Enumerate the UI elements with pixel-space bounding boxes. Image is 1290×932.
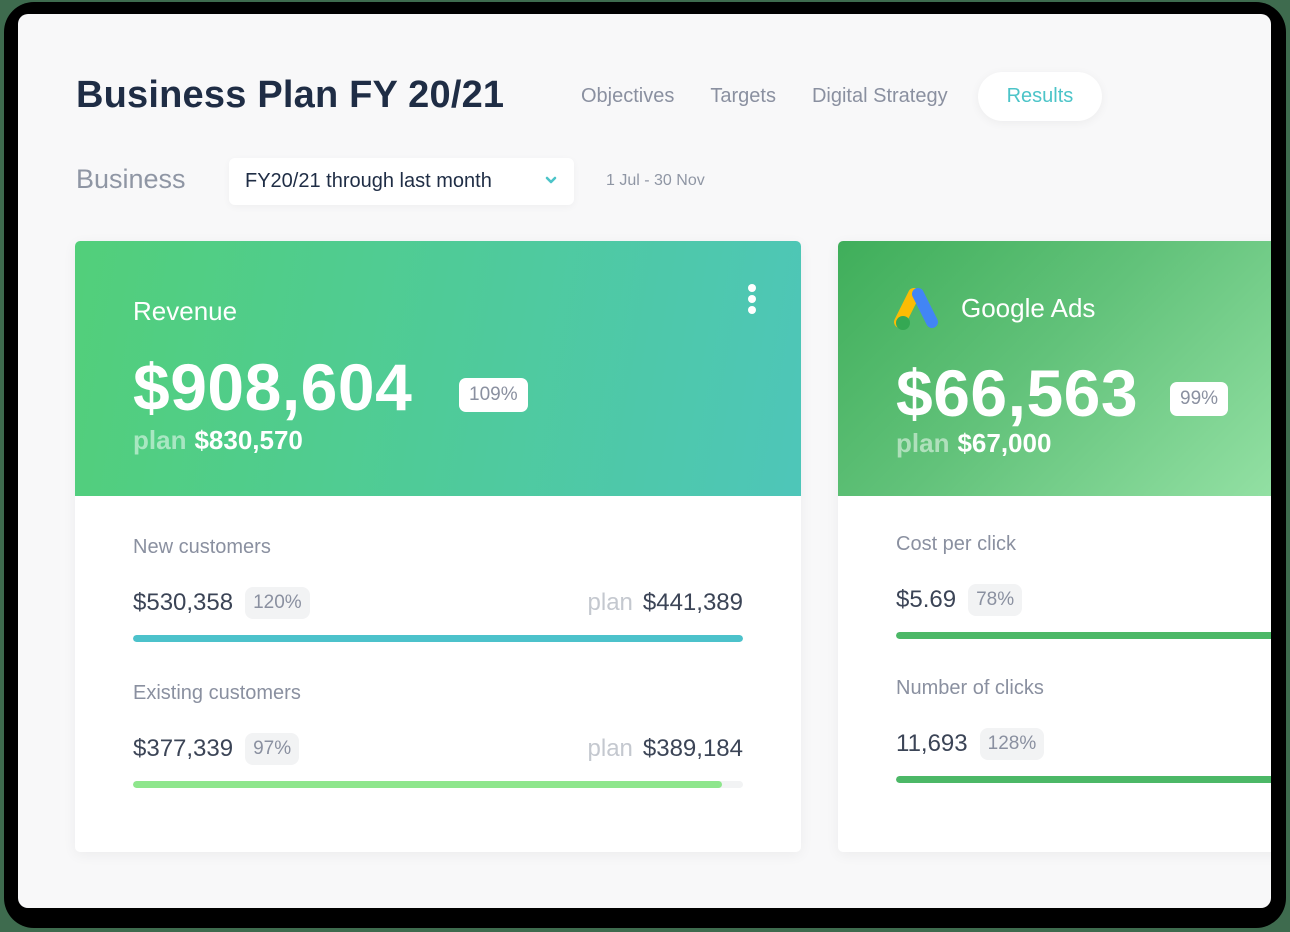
period-dropdown-value: FY20/21 through last month — [245, 170, 492, 192]
plan-value: $441,389 — [642, 589, 743, 616]
metric-plan: plan $389,184 — [588, 735, 743, 763]
metric-cost-per-click: Cost per click $5.69 78% — [896, 533, 1271, 639]
page-title: Business Plan FY 20/21 — [76, 74, 505, 116]
card-title: Google Ads — [961, 293, 1096, 323]
revenue-card-header: Revenue $908,604 109% plan $830,570 — [75, 241, 801, 496]
progress-bar — [896, 776, 1271, 783]
metric-pct-badge: 97% — [245, 733, 300, 765]
plan-label: plan — [587, 589, 633, 616]
metric-value: $5.69 — [896, 586, 957, 613]
tab-objectives[interactable]: Objectives — [581, 85, 675, 107]
tab-digital-strategy[interactable]: Digital Strategy — [811, 85, 948, 107]
metric-row: $5.69 78% — [896, 582, 1271, 618]
google-ads-pct-badge: 99% — [1170, 382, 1229, 416]
google-ads-logo-icon — [894, 288, 938, 330]
progress-fill — [133, 635, 743, 642]
period-dropdown[interactable]: FY20/21 through last month — [229, 158, 574, 205]
metric-row: 11,693 128% — [896, 726, 1271, 762]
plan-value: $389,184 — [642, 735, 743, 762]
progress-fill — [896, 776, 1271, 783]
progress-fill — [896, 632, 1271, 639]
revenue-card: Revenue $908,604 109% plan $830,570 New c… — [75, 241, 801, 852]
more-vertical-icon[interactable] — [746, 284, 758, 318]
metric-row: $377,339 97% plan $389,184 — [133, 731, 743, 767]
progress-fill — [133, 781, 722, 788]
metric-existing-customers: Existing customers $377,339 97% plan $389… — [133, 682, 743, 788]
google-ads-value: $66,563 — [896, 356, 1139, 430]
revenue-value: $908,604 — [133, 350, 413, 424]
top-nav: Objectives Targets Digital Strategy Resu… — [563, 72, 1103, 121]
date-range: 1 Jul - 30 Nov — [606, 172, 705, 189]
tab-targets[interactable]: Targets — [710, 85, 776, 107]
plan-label: plan — [896, 428, 950, 458]
metric-row: $530,358 120% plan $441,389 — [133, 585, 743, 621]
app-screen: Business Plan FY 20/21 Objectives Target… — [18, 14, 1271, 908]
chevron-down-icon — [545, 176, 557, 184]
metric-label: Number of clicks — [896, 677, 1044, 699]
metric-label: Existing customers — [133, 682, 301, 704]
metric-plan: plan $441,389 — [588, 589, 743, 617]
plan-label: plan — [587, 735, 633, 762]
metric-label: Cost per click — [896, 533, 1017, 555]
metric-value: $377,339 — [133, 735, 234, 762]
tab-results[interactable]: Results — [977, 72, 1103, 121]
progress-bar — [896, 632, 1271, 639]
metric-value: $530,358 — [133, 589, 234, 616]
revenue-pct-badge: 109% — [459, 378, 528, 412]
section-label: Business — [76, 164, 186, 194]
metric-pct-badge: 78% — [968, 584, 1023, 616]
plan-label: plan — [133, 425, 187, 455]
card-title: Revenue — [133, 296, 238, 326]
google-ads-card-header: Google Ads $66,563 99% plan $67,000 — [838, 241, 1271, 496]
revenue-plan: plan $830,570 — [133, 425, 303, 456]
progress-bar — [133, 635, 743, 642]
metric-value: 11,693 — [896, 730, 968, 757]
plan-value: $67,000 — [957, 428, 1052, 458]
plan-value: $830,570 — [194, 425, 303, 455]
google-ads-plan: plan $67,000 — [896, 428, 1051, 459]
metric-label: New customers — [133, 536, 271, 558]
metric-pct-badge: 128% — [979, 728, 1045, 760]
metric-pct-badge: 120% — [245, 587, 310, 619]
metric-number-of-clicks: Number of clicks 11,693 128% — [896, 677, 1271, 783]
progress-bar — [133, 781, 743, 788]
google-ads-card: Google Ads $66,563 99% plan $67,000 Cost … — [838, 241, 1271, 852]
metric-new-customers: New customers $530,358 120% plan $441,389 — [133, 536, 743, 642]
